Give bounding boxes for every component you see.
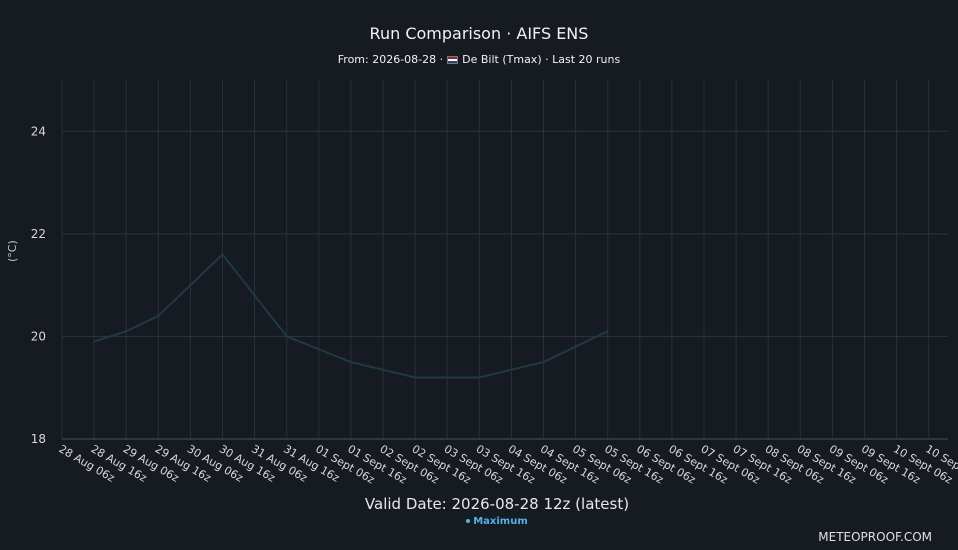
y-tick-label: 22 [31,227,46,241]
subtitle-suffix: · Last 20 runs [541,53,621,66]
legend-marker-icon [466,519,471,523]
brand-watermark: METEOPROOF.COM [818,530,932,544]
legend-item-maximum[interactable]: Maximum [473,516,528,527]
y-axis-label: (°C) [6,240,19,262]
y-tick-label: 18 [31,432,46,446]
subtitle-location: De Bilt (Tmax) [462,53,542,66]
y-tick-label: 20 [31,329,46,343]
netherlands-flag-icon [446,56,458,64]
y-tick-labels: 18 20 22 24 [31,124,46,446]
x-axis-title: Valid Date: 2026-08-28 12z (latest) [364,495,630,513]
legend[interactable]: Maximum [0,516,958,527]
subtitle-prefix: From: 2026-08-28 · [337,53,447,66]
grid-layer [61,80,948,440]
series-line-maximum [93,253,609,379]
chart-title: Run Comparison · AIFS ENS [369,24,589,43]
chart-subtitle: From: 2026-08-28 · De Bilt (Tmax) · Last… [0,53,958,66]
y-tick-label: 24 [31,124,46,138]
series-layer [93,253,609,379]
